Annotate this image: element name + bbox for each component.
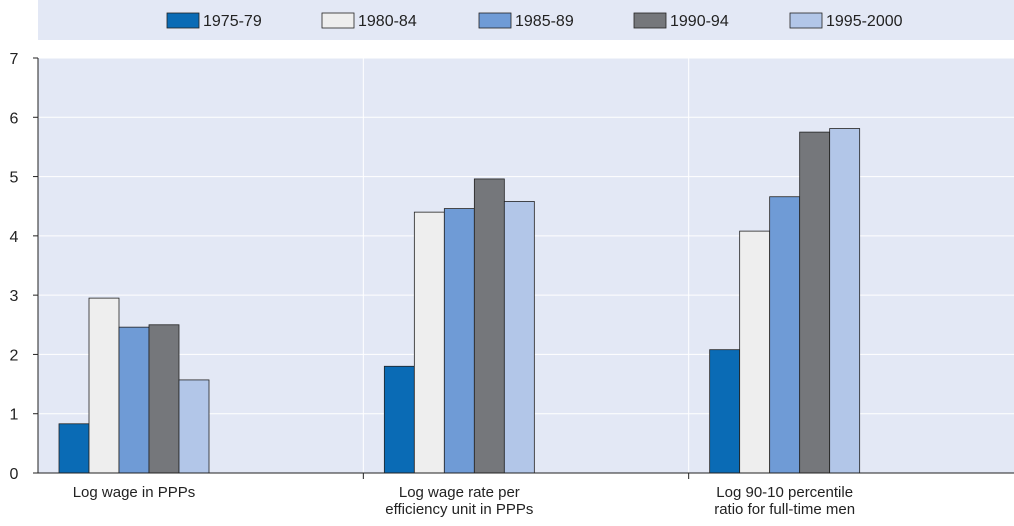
x-category-label: Log wage rate per — [399, 484, 520, 501]
legend-label: 1985-89 — [515, 13, 574, 30]
bar — [88, 297, 120, 474]
legend: 1975-79 1980-84 1985-89 1990-94 1995-2000 — [166, 12, 903, 30]
bar — [443, 208, 475, 474]
bar — [503, 201, 535, 474]
y-tick-label: 1 — [10, 407, 19, 424]
legend-swatch — [321, 12, 355, 29]
y-tick-label: 4 — [10, 229, 19, 246]
legend-swatch — [478, 12, 512, 29]
x-category-label: efficiency unit in PPPs — [385, 501, 533, 518]
legend-swatch — [166, 12, 200, 29]
bar — [148, 324, 180, 474]
legend-label: 1975-79 — [203, 13, 262, 30]
x-category-label: Log wage in PPPs — [73, 484, 196, 501]
bar — [799, 131, 831, 474]
y-tick-label: 2 — [10, 347, 19, 364]
axes — [37, 58, 1014, 479]
y-axis-ticks: 0 1 2 3 4 5 6 7 — [10, 51, 38, 483]
x-category-label: Log 90-10 percentile — [716, 484, 853, 501]
bar — [739, 230, 771, 474]
bar — [58, 423, 90, 474]
y-tick-label: 7 — [10, 51, 19, 68]
bar — [709, 349, 741, 474]
bar — [473, 178, 505, 474]
y-tick-label: 0 — [10, 466, 19, 483]
bars — [58, 128, 861, 474]
legend-swatch — [789, 12, 823, 29]
y-tick-label: 5 — [10, 170, 19, 187]
legend-label: 1980-84 — [358, 13, 417, 30]
legend-label: 1995-2000 — [826, 13, 903, 30]
y-tick-label: 6 — [10, 110, 19, 127]
bar — [413, 211, 445, 474]
bar — [383, 365, 415, 474]
bar — [118, 326, 150, 474]
legend-label: 1990-94 — [670, 13, 729, 30]
x-axis-category-labels: Log wage in PPPs Log wage rate perefficie… — [73, 484, 855, 518]
bar — [178, 379, 210, 474]
bar — [769, 196, 801, 474]
bar — [829, 128, 861, 474]
y-tick-label: 3 — [10, 288, 19, 305]
x-category-label: ratio for full-time men — [714, 501, 855, 518]
legend-background — [38, 0, 1014, 40]
legend-swatch — [633, 12, 667, 29]
